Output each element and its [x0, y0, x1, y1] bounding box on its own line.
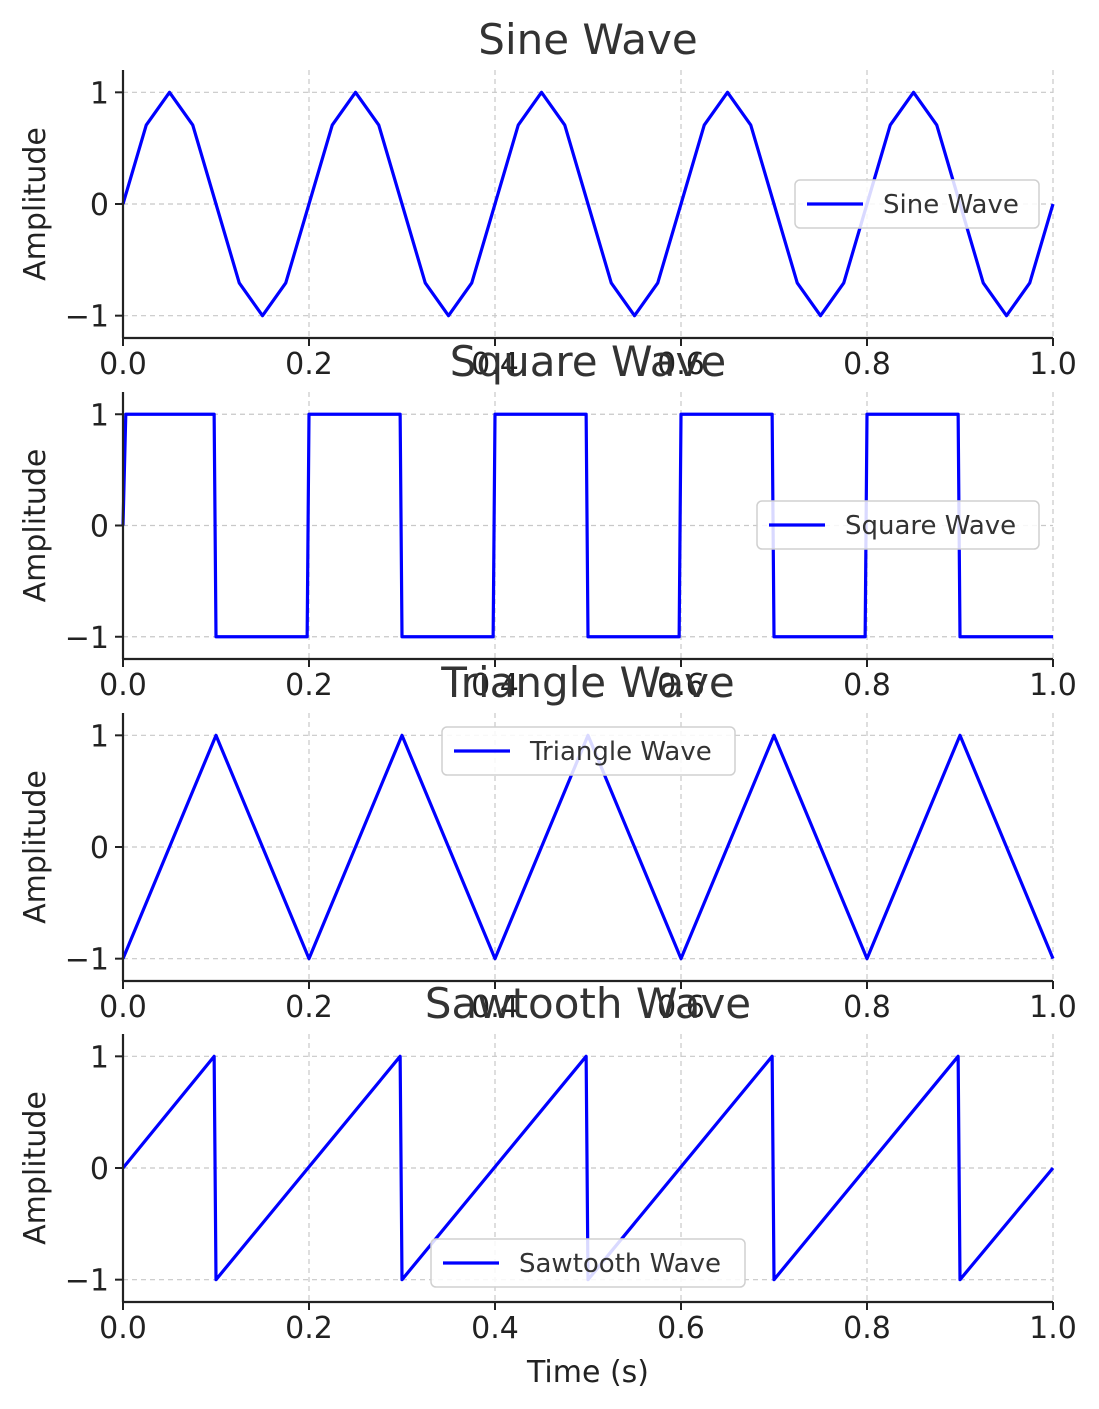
x-tick-label: 0.4	[471, 990, 519, 1025]
chart-panel-4: 0.0 0.2 0.4 0.6 0.8 1.0 1 0 −1 Amplitude Time (s) S…	[18, 979, 1077, 1390]
x-tick-label: 0.8	[843, 1311, 891, 1346]
chart-panel-1: 0.0 0.2 0.4 0.6 0.8 1.0 1 0 −1 Amplitude Sine Wave…	[18, 15, 1077, 382]
y-tick-label: 0	[90, 188, 109, 223]
y-axis-label: Amplitude	[18, 127, 53, 281]
x-tick-label: 0.2	[285, 990, 333, 1025]
legend: Sine Wave	[794, 179, 1040, 229]
x-tick-label: 1.0	[1029, 347, 1077, 382]
y-axis-label: Amplitude	[18, 1091, 53, 1245]
series-line-sawtooth-wave	[121, 1054, 1055, 1282]
chart-title: Sawtooth Wave	[425, 979, 751, 1028]
legend-box	[441, 726, 736, 776]
legend-label: Sine Wave	[883, 190, 1019, 220]
y-tick-label: 0	[90, 831, 109, 866]
y-tick-label: 1	[90, 1040, 109, 1075]
legend: Sawtooth Wave	[430, 1238, 746, 1288]
y-axis-label: Amplitude	[18, 770, 53, 924]
y-axis-label: Amplitude	[18, 449, 53, 603]
y-tick-label: 1	[90, 76, 109, 111]
chart-title: Triangle Wave	[440, 658, 735, 707]
legend: Triangle Wave	[441, 726, 736, 776]
x-tick-label: 0.4	[471, 347, 519, 382]
y-tick-label: 1	[90, 398, 109, 433]
x-tick-label: 1.0	[1029, 668, 1077, 703]
legend-label: Square Wave	[845, 511, 1016, 541]
x-tick-label: 0.4	[471, 1311, 519, 1346]
x-tick-label: 0.8	[843, 668, 891, 703]
chart-title: Square Wave	[450, 337, 727, 386]
y-tick-label: 0	[90, 1152, 109, 1187]
x-tick-label: 0.2	[285, 668, 333, 703]
x-tick-label: 0.6	[657, 1311, 705, 1346]
x-tick-label: 1.0	[1029, 1311, 1077, 1346]
x-tick-label: 0.6	[657, 990, 705, 1025]
legend-label: Sawtooth Wave	[519, 1249, 721, 1279]
x-tick-label: 0.0	[99, 347, 147, 382]
y-tick-label: −1	[65, 621, 109, 656]
x-tick-label: 0.0	[99, 668, 147, 703]
series-line-square-wave	[121, 412, 1053, 639]
y-tick-label: −1	[65, 300, 109, 335]
y-tick-label: 0	[90, 510, 109, 545]
legend-box	[794, 179, 1040, 229]
chart-title: Sine Wave	[478, 15, 697, 64]
legend-box	[430, 1238, 746, 1288]
x-tick-label: 0.6	[657, 347, 705, 382]
chart-panel-3: 0.0 0.2 0.4 0.6 0.8 1.0 1 0 −1 Amplitude Triangle …	[18, 658, 1077, 1025]
x-tick-label: 0.0	[99, 990, 147, 1025]
legend: Square Wave	[756, 500, 1040, 550]
chart-panel-2: 0.0 0.2 0.4 0.6 0.8 1.0 1 0 −1 Amplitude Square Wa…	[18, 337, 1077, 703]
x-tick-label: 0.4	[471, 668, 519, 703]
x-tick-label: 0.8	[843, 347, 891, 382]
series-line-sine-wave	[121, 90, 1055, 318]
x-tick-label: 0.8	[843, 990, 891, 1025]
x-tick-label: 0.2	[285, 347, 333, 382]
y-tick-label: 1	[90, 719, 109, 754]
x-tick-label: 0.6	[657, 668, 705, 703]
legend-label: Triangle Wave	[529, 737, 712, 767]
legend-box	[756, 500, 1040, 550]
y-tick-label: −1	[65, 1264, 109, 1299]
x-axis-label: Time (s)	[526, 1355, 649, 1390]
y-tick-label: −1	[65, 943, 109, 978]
x-tick-label: 0.0	[99, 1311, 147, 1346]
x-tick-label: 1.0	[1029, 990, 1077, 1025]
x-tick-label: 0.2	[285, 1311, 333, 1346]
